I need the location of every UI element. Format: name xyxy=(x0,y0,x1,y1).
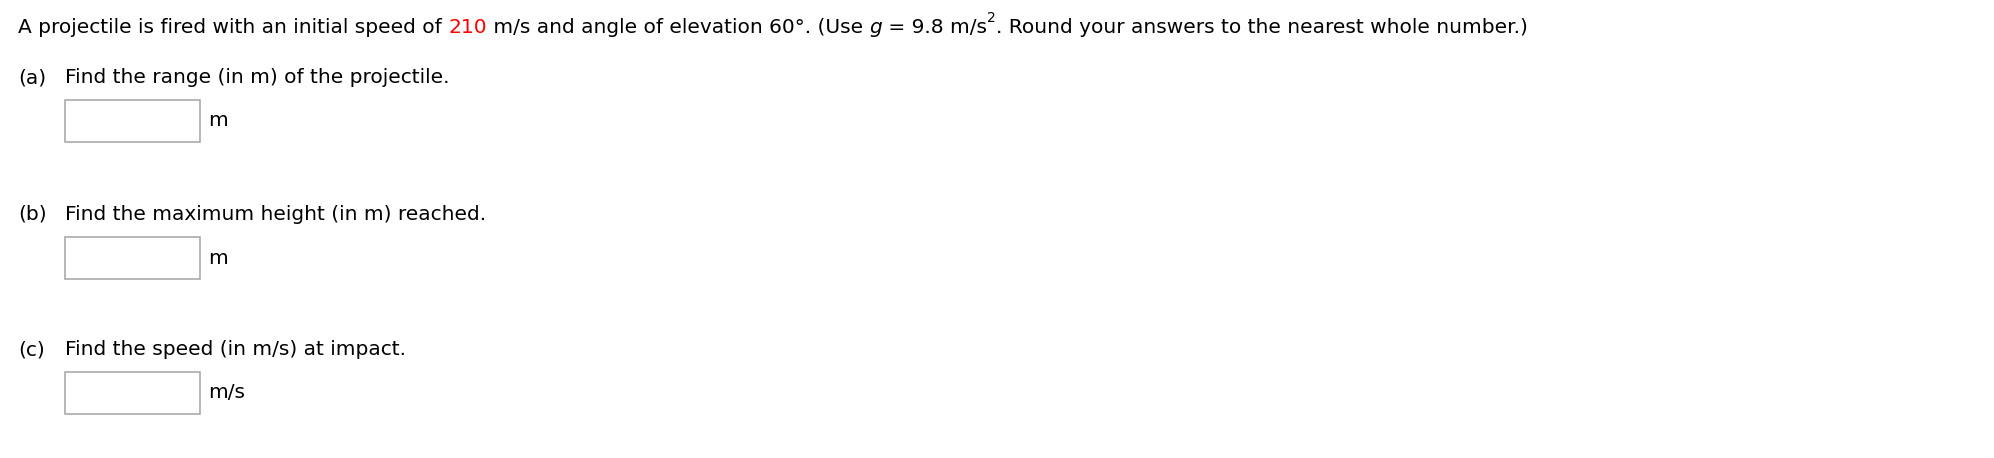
Text: = 9.8 m/s: = 9.8 m/s xyxy=(881,18,987,37)
Text: (a): (a) xyxy=(18,68,46,87)
Text: Find the maximum height (in m) reached.: Find the maximum height (in m) reached. xyxy=(66,205,487,224)
Text: 210: 210 xyxy=(449,18,487,37)
Bar xyxy=(66,100,199,142)
Text: (c): (c) xyxy=(18,340,44,359)
Bar xyxy=(66,237,199,279)
Text: A projectile is fired with an initial speed of: A projectile is fired with an initial sp… xyxy=(18,18,449,37)
Text: m: m xyxy=(207,249,227,267)
Text: g: g xyxy=(869,18,881,37)
Text: 2: 2 xyxy=(987,11,995,25)
Text: Find the range (in m) of the projectile.: Find the range (in m) of the projectile. xyxy=(66,68,449,87)
Text: . Round your answers to the nearest whole number.): . Round your answers to the nearest whol… xyxy=(995,18,1527,37)
Text: m/s and angle of elevation 60°. (Use: m/s and angle of elevation 60°. (Use xyxy=(487,18,869,37)
Text: Find the speed (in m/s) at impact.: Find the speed (in m/s) at impact. xyxy=(66,340,407,359)
Text: (b): (b) xyxy=(18,205,46,224)
Text: m: m xyxy=(207,111,227,131)
Text: m/s: m/s xyxy=(207,383,245,403)
Bar xyxy=(66,372,199,414)
